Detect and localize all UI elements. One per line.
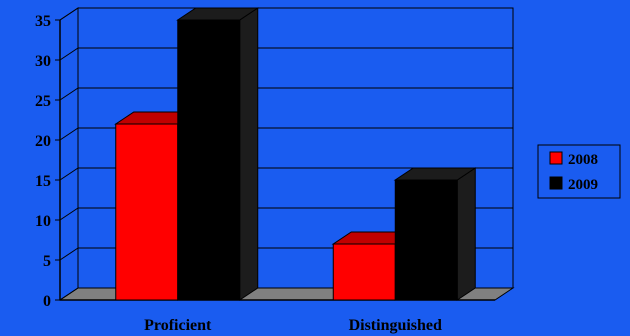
bar-side-face	[239, 7, 259, 301]
gridline-side	[59, 207, 79, 221]
y-tick-label: 10	[35, 213, 51, 230]
bar-2008-distinguished	[331, 231, 415, 301]
y-tick-label: 15	[35, 173, 51, 190]
legend-label-2009: 2009	[568, 177, 598, 193]
gridline-side	[59, 47, 79, 61]
x-axis-labels: Proficient Distinguished	[144, 317, 442, 334]
x-category-label: Distinguished	[349, 317, 442, 334]
gridline-side	[59, 247, 79, 261]
bar-front-face	[394, 179, 458, 301]
legend: 2008 2009	[537, 144, 621, 199]
y-tick-label: 20	[35, 133, 51, 150]
bar-front-face	[332, 243, 396, 301]
bar-2009-distinguished	[393, 167, 477, 301]
y-tick-label: 0	[43, 293, 51, 310]
y-axis-ticks: 0 5 10 15 20 25 30 35	[35, 13, 60, 310]
bar-front-face	[177, 19, 241, 301]
gridline-side	[59, 167, 79, 181]
y-tick-label: 30	[35, 53, 51, 70]
gridline-side	[59, 127, 79, 141]
y-tick-label: 5	[43, 253, 51, 270]
legend-label-2008: 2008	[568, 152, 598, 168]
x-category-label: Proficient	[144, 317, 212, 334]
bar-2009-proficient	[176, 7, 260, 301]
bars	[114, 7, 477, 301]
legend-box	[537, 144, 621, 199]
legend-swatch-2009	[549, 176, 563, 190]
bar-front-face	[115, 123, 179, 301]
side-wall	[59, 7, 79, 301]
y-tick-label: 25	[35, 93, 51, 110]
y-tick-label: 35	[35, 13, 51, 30]
gridline-side	[59, 87, 79, 101]
bar-side-face	[456, 167, 476, 301]
legend-swatch-2008	[549, 151, 563, 165]
